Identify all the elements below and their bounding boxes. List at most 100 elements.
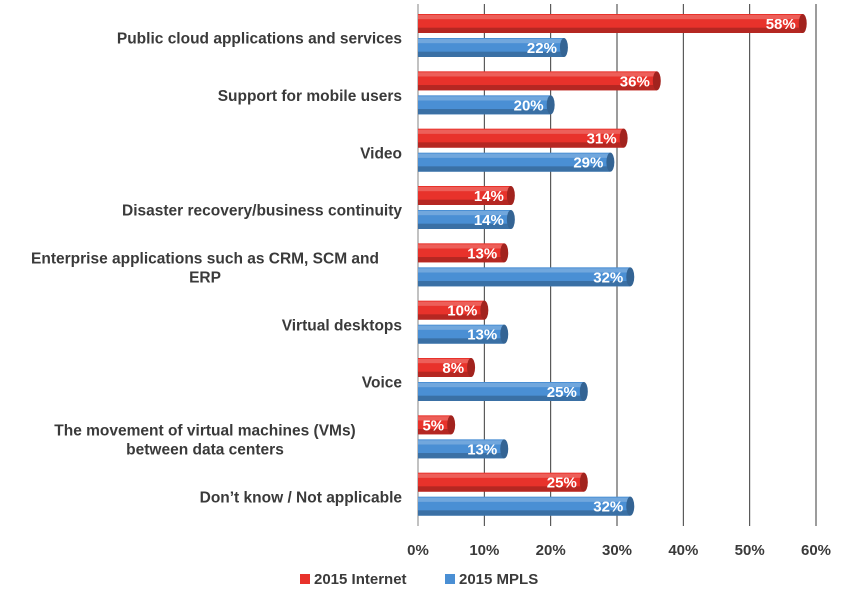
data-label: 20% <box>514 97 544 114</box>
bar-shade <box>418 257 505 263</box>
legend-swatch-internet <box>300 574 310 584</box>
x-tick-label: 0% <box>407 542 429 559</box>
data-label: 25% <box>547 475 577 492</box>
legend-swatch-mpls <box>445 574 455 584</box>
bar-end-cap <box>579 472 588 492</box>
bar-end-cap <box>619 128 628 148</box>
bar-highlight <box>418 244 505 249</box>
bar-highlight <box>418 187 511 192</box>
bar-shade <box>418 429 452 435</box>
bar-end-cap <box>500 324 509 344</box>
category-label-line: Enterprise applications such as CRM, SCM… <box>31 251 379 268</box>
bar-highlight <box>418 211 511 216</box>
bar-end-cap <box>480 300 489 320</box>
data-label: 36% <box>620 73 650 90</box>
category-label: Public cloud applications and services <box>117 31 402 48</box>
bar-highlight <box>418 153 611 158</box>
bar-shade <box>418 395 584 401</box>
bar-highlight <box>418 39 564 44</box>
bar-shade <box>418 85 657 91</box>
bar-highlight <box>418 473 584 478</box>
category-labels: Public cloud applications and services Su… <box>31 31 402 507</box>
category-label: Enterprise applications such as CRM, SCM… <box>31 251 379 287</box>
bar-end-cap <box>467 358 476 377</box>
bar-end-cap <box>500 243 509 263</box>
category-label-line: Public cloud applications and services <box>117 31 402 48</box>
data-label: 10% <box>447 303 477 320</box>
bar-shade <box>418 281 631 287</box>
category-label: Support for mobile users <box>218 88 402 105</box>
legend-label-internet: 2015 Internet <box>314 571 407 588</box>
bar-highlight <box>418 301 485 306</box>
bar-highlight <box>418 440 505 445</box>
bar-shade <box>418 223 511 229</box>
bar-shade <box>418 109 551 115</box>
data-label: 8% <box>442 360 464 377</box>
bar-highlight <box>418 325 505 330</box>
data-label: 29% <box>573 155 603 172</box>
bar-highlight <box>418 416 452 421</box>
bar-end-cap <box>506 210 515 229</box>
category-label: Voice <box>362 375 403 392</box>
category-label-line: Video <box>360 145 402 162</box>
x-tick-label: 30% <box>602 542 632 559</box>
bar-end-cap <box>559 38 568 57</box>
bar-end-cap <box>500 439 509 459</box>
bar-highlight <box>418 268 631 273</box>
category-label-line: The movement of virtual machines (VMs) <box>54 423 355 440</box>
x-axis-ticks: 0% 10% 20% 30% 40% 50% 60% <box>407 542 831 559</box>
bar-shade <box>418 314 485 320</box>
bar-shade <box>418 51 564 57</box>
gridlines <box>417 4 817 526</box>
data-label: 5% <box>422 417 444 434</box>
bar-end-cap <box>447 415 456 435</box>
bar-highlight <box>418 129 624 134</box>
x-tick-label: 10% <box>469 542 499 559</box>
data-label: 25% <box>547 384 577 401</box>
bar-end-cap <box>626 496 635 516</box>
bar-shade <box>418 142 624 148</box>
x-tick-label: 20% <box>536 542 566 559</box>
category-label: Don’t know / Not applicable <box>200 489 403 506</box>
category-label: Video <box>360 145 402 162</box>
bar-shade <box>418 166 611 172</box>
data-label: 58% <box>766 16 796 33</box>
bar-end-cap <box>626 267 635 287</box>
data-label: 32% <box>593 269 623 286</box>
x-tick-label: 40% <box>668 542 698 559</box>
category-label-line: between data centers <box>126 442 284 459</box>
data-label: 13% <box>467 327 497 344</box>
bar-end-cap <box>506 186 515 205</box>
data-label: 14% <box>474 188 504 205</box>
bar-end-cap <box>579 382 588 401</box>
bar-shade <box>418 338 505 344</box>
category-label-line: Don’t know / Not applicable <box>200 489 403 506</box>
data-label: 32% <box>593 499 623 516</box>
data-label: 22% <box>527 40 557 57</box>
bar-end-cap <box>798 14 807 33</box>
x-tick-label: 50% <box>735 542 765 559</box>
bar-shade <box>418 486 584 492</box>
legend-label-mpls: 2015 MPLS <box>459 571 538 588</box>
data-label: 14% <box>474 212 504 229</box>
bar-highlight <box>418 15 803 20</box>
bar-highlight <box>418 383 584 388</box>
bar-highlight <box>418 96 551 101</box>
bar-highlight <box>418 72 657 77</box>
category-label: Virtual desktops <box>282 317 402 334</box>
bar-shade <box>418 453 505 459</box>
category-label: Disaster recovery/business continuity <box>122 203 402 220</box>
data-label: 31% <box>587 131 617 148</box>
bar-shade <box>418 199 511 205</box>
data-label: 13% <box>467 441 497 458</box>
bar-end-cap <box>606 152 615 172</box>
category-label: The movement of virtual machines (VMs) be… <box>54 423 355 459</box>
data-label: 13% <box>467 245 497 262</box>
bar-highlight <box>418 497 631 502</box>
category-label-line: Support for mobile users <box>218 88 402 105</box>
category-label-line: Voice <box>362 375 403 392</box>
x-tick-label: 60% <box>801 542 831 559</box>
bar-end-cap <box>652 71 661 91</box>
bar-highlight <box>418 359 472 364</box>
